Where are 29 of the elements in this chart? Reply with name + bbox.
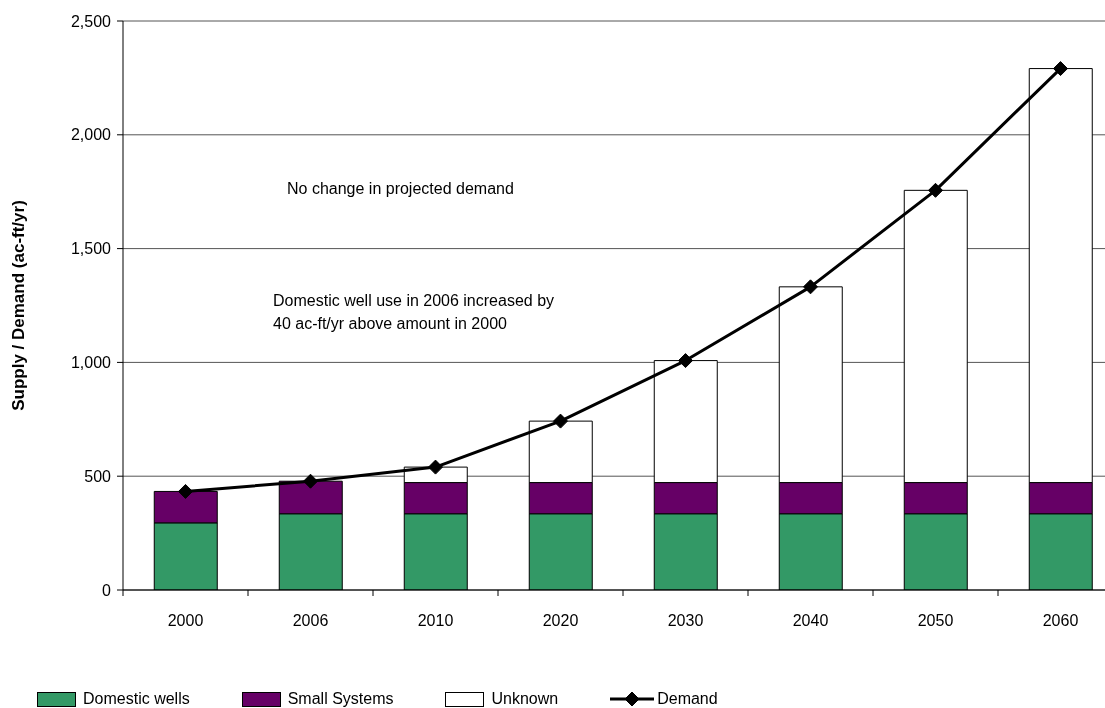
point — [178, 483, 193, 499]
y-tick-label: 1,500 — [70, 240, 112, 258]
point — [303, 473, 318, 489]
x-tick-label: 2020 — [542, 612, 579, 630]
point — [678, 353, 693, 369]
y-axis-title: Supply / Demand (ac-ft/yr) — [9, 200, 29, 411]
point — [1053, 61, 1068, 77]
legend-label: Demand — [657, 690, 718, 708]
legend-label: Unknown — [491, 690, 559, 708]
y-tick-label: 1,000 — [70, 354, 112, 372]
x-tick-label: 2030 — [667, 612, 704, 630]
y-tick-label: 2,000 — [70, 126, 112, 144]
point — [803, 279, 818, 295]
point — [553, 413, 568, 429]
y-tick-label: 500 — [84, 467, 112, 485]
x-tick-label: 2050 — [917, 612, 954, 630]
x-tick-label: 2040 — [792, 612, 829, 630]
y-tick-label: 2,500 — [70, 12, 112, 30]
legend-label: Domestic wells — [83, 690, 190, 708]
legend-label: Small Systems — [287, 690, 394, 708]
x-tick-label: 2060 — [1042, 612, 1079, 630]
annotation: Domestic well use in 2006 increased by 40 ac-ft/yr above amount in 2000 — [273, 291, 555, 334]
point — [428, 459, 443, 475]
y-tick-label: 0 — [102, 581, 112, 599]
x-tick-label: 2000 — [167, 612, 204, 630]
point — [928, 182, 943, 198]
x-tick-label: 2006 — [292, 612, 329, 630]
x-tick-label: 2010 — [417, 612, 454, 630]
annotation: No change in projected demand — [287, 179, 514, 199]
